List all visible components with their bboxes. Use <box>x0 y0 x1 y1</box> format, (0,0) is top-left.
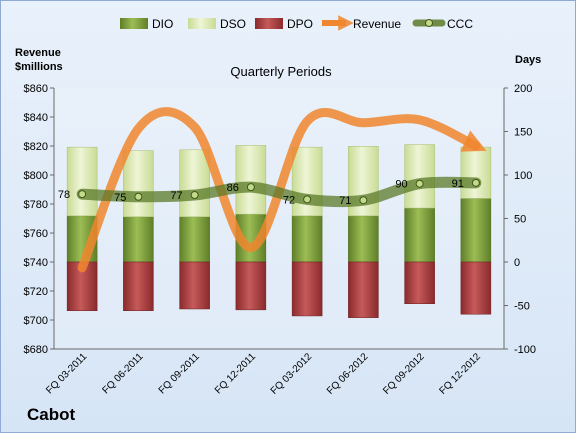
right-tick-label: 200 <box>514 83 532 95</box>
bar-dpo <box>291 261 323 317</box>
bar-dpo <box>179 261 210 310</box>
ccc-data-label: 91 <box>452 178 464 190</box>
ccc-point <box>359 196 368 205</box>
bar-series <box>66 144 492 318</box>
bar-dpo <box>235 261 267 311</box>
bar-dso <box>404 144 435 209</box>
ccc-point <box>303 195 312 204</box>
legend-item-ccc: CCC <box>412 17 473 31</box>
left-axis-label-line2: $millions <box>15 61 63 73</box>
ccc-point <box>134 192 143 201</box>
legend-item-revenue: Revenue <box>322 15 401 31</box>
bar-dso <box>235 145 267 215</box>
ccc-data-label: 90 <box>395 179 407 191</box>
legend-item-dso: DSO <box>188 17 246 31</box>
right-tick-label: 0 <box>514 257 520 269</box>
bar-dio <box>179 216 210 263</box>
ccc-point <box>78 190 87 199</box>
ccc-data-label: 77 <box>170 190 182 202</box>
category-label: FQ 12-2011 <box>213 351 258 396</box>
category-label: FQ 09-2011 <box>157 351 202 396</box>
right-tick-label: -100 <box>514 344 536 356</box>
right-axis: -100 -50 0 50 100 150 200 <box>504 83 536 356</box>
bar-dso <box>66 146 98 217</box>
ccc-data-label: 78 <box>58 189 70 201</box>
ccc-point <box>415 179 424 188</box>
right-tick-label: 100 <box>514 170 532 182</box>
left-tick-label: $680 <box>24 344 48 356</box>
left-tick-label: $860 <box>24 83 48 95</box>
legend-label-ccc: CCC <box>447 17 473 31</box>
category-axis: FQ 03-2011 FQ 06-2011 FQ 09-2011 FQ 12-2011… <box>44 351 483 397</box>
right-tick-label: 150 <box>514 127 532 139</box>
bar-dso <box>123 150 154 218</box>
line-series <box>76 107 487 273</box>
legend-label-dio: DIO <box>152 17 173 31</box>
category-label: FQ 06-2011 <box>101 351 146 396</box>
ccc-point <box>190 191 199 200</box>
bar-dpo <box>348 261 379 318</box>
ccc-line <box>76 176 482 208</box>
right-tick-label: 50 <box>514 214 526 226</box>
category-label: FQ 03-2012 <box>269 351 315 397</box>
legend-label-dso: DSO <box>220 17 246 31</box>
bar-dso <box>179 149 210 218</box>
bar-dso <box>460 146 492 199</box>
left-tick-label: $840 <box>24 112 48 124</box>
left-axis-label-line1: Revenue <box>15 47 61 59</box>
left-tick-label: $740 <box>24 257 48 269</box>
category-label: FQ 09-2012 <box>381 351 427 397</box>
legend-label-dpo: DPO <box>287 17 313 31</box>
bar-dio <box>404 207 435 263</box>
ccc-data-label: 72 <box>283 194 295 206</box>
right-axis-label: Days <box>515 54 541 66</box>
company-name: Cabot <box>27 405 76 424</box>
bar-dio <box>123 216 154 263</box>
left-tick-label: $780 <box>24 199 48 211</box>
chart-title: Quarterly Periods <box>230 64 332 79</box>
bar-dpo <box>460 261 492 315</box>
left-tick-label: $760 <box>24 228 48 240</box>
ccc-data-label: 71 <box>339 195 351 207</box>
legend-item-dio: DIO <box>120 17 173 31</box>
bar-dio <box>348 215 379 263</box>
bar-dio <box>460 198 492 263</box>
right-tick-label: -50 <box>514 301 530 313</box>
category-label: FQ 03-2011 <box>44 351 89 396</box>
bar-dio <box>291 215 323 263</box>
ccc-data-label: 75 <box>114 192 126 204</box>
category-label: FQ 06-2012 <box>325 351 371 397</box>
left-tick-label: $700 <box>24 315 48 327</box>
ccc-point <box>471 178 480 187</box>
ccc-data-label: 86 <box>227 182 239 194</box>
bar-dpo <box>123 261 154 311</box>
legend: DIO DSO DPO Revenue CCC <box>120 15 473 31</box>
category-label: FQ 12-2012 <box>437 351 483 397</box>
data-labels: 78 75 77 86 72 71 90 91 <box>58 178 464 207</box>
legend-item-dpo: DPO <box>255 17 313 31</box>
left-tick-label: $800 <box>24 170 48 182</box>
revenue-line <box>77 107 487 273</box>
left-tick-label: $820 <box>24 141 48 153</box>
left-tick-label: $720 <box>24 286 48 298</box>
left-axis: $680 $700 $720 $740 $760 $780 $800 $820 $840 $860 <box>24 83 54 356</box>
legend-label-revenue: Revenue <box>353 17 401 31</box>
bar-dpo <box>404 261 435 305</box>
ccc-point <box>246 183 255 192</box>
